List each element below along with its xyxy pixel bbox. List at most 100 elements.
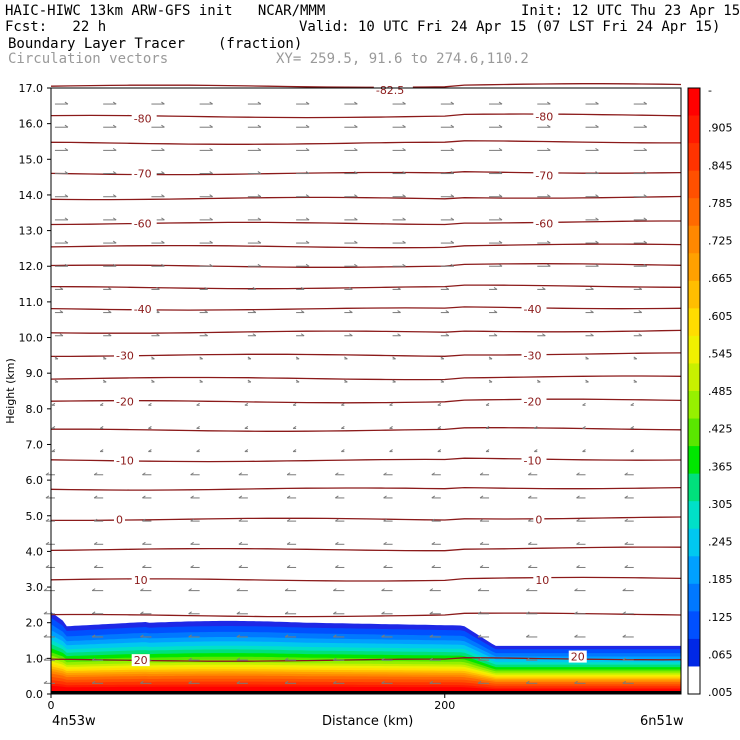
- contour-label: 20: [134, 654, 148, 667]
- wind-vector-head: [148, 426, 152, 429]
- colorbar-label: .545: [708, 347, 733, 360]
- wind-vector-head: [45, 518, 50, 522]
- contour-line: [50, 140, 681, 145]
- wind-vector-head: [397, 333, 401, 337]
- wind-vector-head: [93, 541, 98, 545]
- contour-line: [51, 516, 682, 522]
- wind-vector-head: [498, 194, 503, 198]
- wind-vector-head: [397, 310, 401, 313]
- wind-vector-head: [188, 680, 192, 684]
- wind-vector-head: [151, 379, 155, 383]
- wind-vector-head: [630, 449, 635, 453]
- contour-line: [50, 546, 682, 552]
- wind-vector-head: [51, 449, 56, 453]
- contour-line: [50, 398, 682, 404]
- y-tick-label: 8.0: [26, 403, 44, 416]
- wind-vector-head: [498, 240, 503, 244]
- wind-vector-head: [112, 101, 117, 105]
- colorbar-label: -: [708, 84, 712, 97]
- wind-vector-head: [305, 263, 310, 267]
- contour-line: [51, 427, 682, 432]
- wind-vector-head: [477, 611, 482, 615]
- contour-label-bg: [373, 83, 413, 96]
- contour-line: [50, 329, 682, 334]
- wind-vector-head: [488, 356, 493, 360]
- wind-vector-head: [54, 379, 59, 383]
- wind-vector-head: [305, 240, 310, 244]
- wind-vector-head: [633, 356, 638, 360]
- colorbar-label: .365: [708, 460, 733, 473]
- wind-vector-head: [64, 171, 69, 174]
- wind-vector-head: [252, 286, 257, 290]
- wind-vector-head: [450, 147, 455, 151]
- contour-label: -40: [524, 303, 542, 316]
- wind-vector-head: [450, 194, 455, 198]
- wind-vector-head: [493, 286, 498, 290]
- wind-vector-head: [335, 541, 339, 545]
- wind-vector-head: [402, 217, 406, 221]
- circulation-vectors: [43, 101, 648, 684]
- contour-label-bg: [533, 513, 545, 526]
- wind-vector-head: [537, 379, 541, 383]
- wind-vector-head: [493, 333, 498, 337]
- colorbar-swatch: [688, 556, 700, 585]
- wind-vector-head: [286, 495, 291, 499]
- wind-vector-head: [305, 101, 310, 105]
- wind-vector-head: [257, 194, 262, 198]
- wind-vector-head: [107, 310, 112, 313]
- wind-vector-head: [238, 565, 243, 568]
- wind-vector-head: [333, 657, 337, 661]
- colorbar-swatch: [688, 143, 700, 172]
- wind-vector-head: [643, 217, 648, 221]
- wind-vector-head: [437, 402, 442, 406]
- wind-vector-head: [142, 541, 146, 545]
- colorbar-label: .485: [708, 385, 733, 398]
- wind-vector-head: [204, 286, 208, 290]
- contour-label: 0: [535, 513, 542, 526]
- wind-vector-head: [244, 449, 249, 453]
- wind-vector-head: [140, 588, 144, 592]
- wind-vector-head: [333, 611, 337, 615]
- wind-vector-head: [64, 217, 69, 221]
- wind-vector-head: [624, 495, 629, 499]
- wind-vector-head: [429, 611, 434, 615]
- wind-vector-head: [542, 286, 546, 290]
- tracer-field: [51, 612, 681, 694]
- wind-vector-head: [64, 263, 69, 267]
- header-line1-left: HAIC-HIWC 13km ARW-GFS init NCAR/MMM: [5, 3, 326, 19]
- contour-label-bg: [533, 573, 552, 586]
- wind-vector-head: [528, 565, 532, 568]
- wind-vector-head: [498, 147, 503, 151]
- contour-label-bg: [533, 217, 559, 230]
- wind-vector-head: [624, 541, 629, 545]
- wind-vector-head: [429, 588, 434, 592]
- contour-label-bg: [533, 110, 559, 123]
- colorbar-label: .845: [708, 159, 733, 172]
- wind-vector-head: [493, 310, 498, 313]
- wind-vector-head: [402, 124, 406, 128]
- wind-vector-head: [643, 263, 648, 267]
- y-tick-label: 16.0: [19, 118, 44, 131]
- wind-vector-head: [622, 657, 627, 661]
- wind-vector-head: [392, 356, 396, 360]
- colorbar-swatch: [688, 335, 700, 364]
- contour-label: 10: [134, 574, 148, 587]
- contour-line: [50, 83, 682, 88]
- wind-vector-head: [450, 101, 455, 105]
- wind-vector-head: [238, 541, 243, 545]
- wind-vector-head: [624, 518, 629, 522]
- wind-vector-head: [643, 147, 648, 151]
- wind-vector-head: [381, 657, 385, 661]
- colorbar-label: .605: [708, 310, 733, 323]
- wind-vector-head: [59, 286, 64, 290]
- wind-vector-head: [341, 402, 345, 406]
- wind-vector-head: [477, 680, 482, 684]
- wind-vector-head: [574, 634, 578, 638]
- contour-label: -70: [535, 169, 553, 182]
- wind-vector-head: [477, 634, 482, 638]
- wind-vector-head: [335, 495, 339, 499]
- wind-vector-head: [196, 402, 200, 406]
- wind-vector-head: [335, 472, 339, 476]
- wind-vector-head: [284, 611, 289, 615]
- wind-vector-head: [638, 286, 643, 290]
